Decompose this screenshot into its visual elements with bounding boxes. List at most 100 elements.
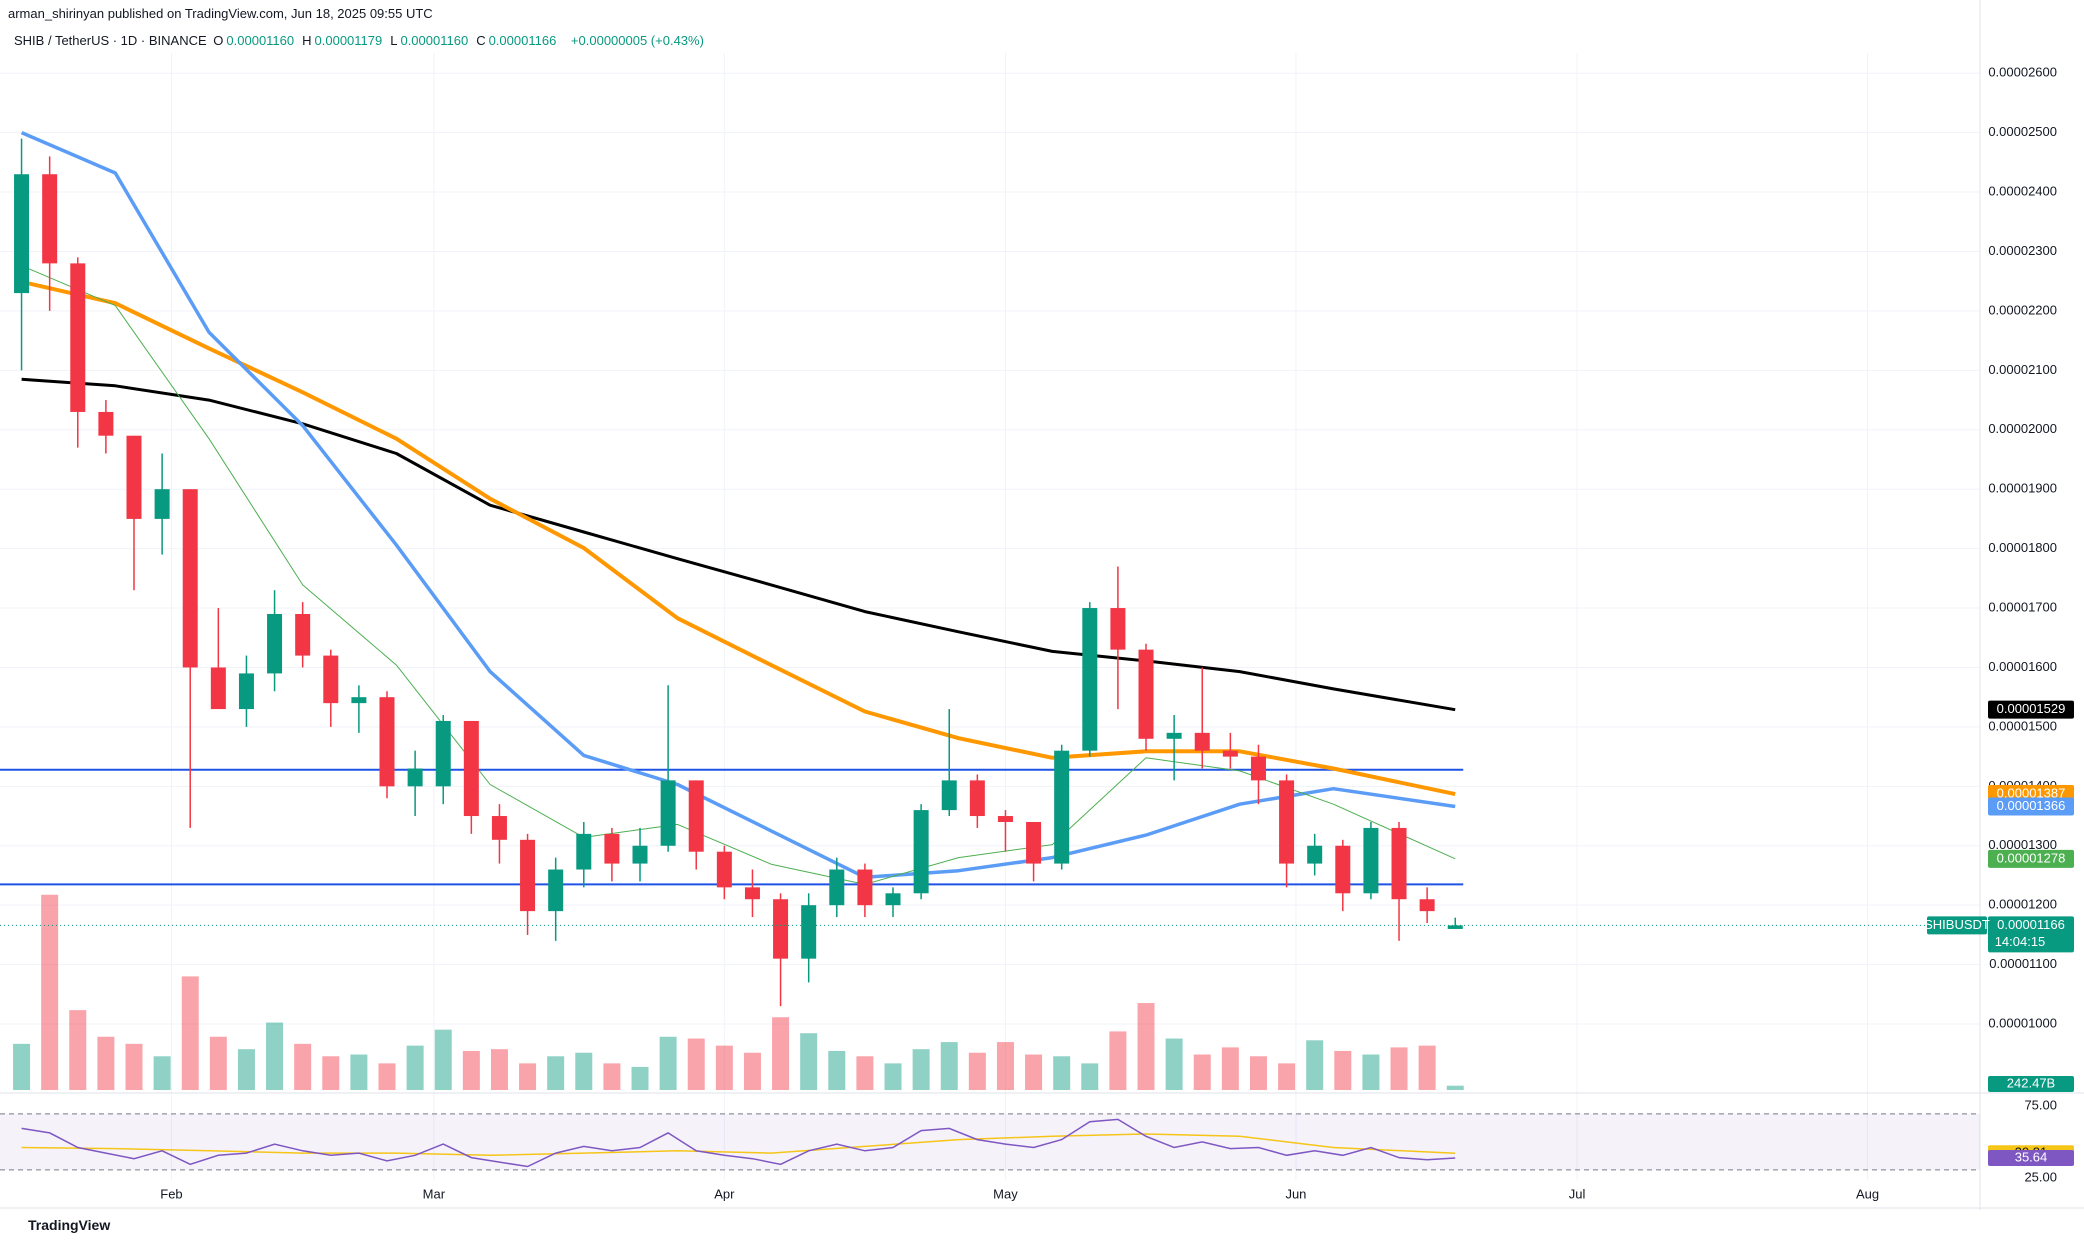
volume-bar (1165, 1038, 1183, 1090)
y-tick-label: 0.00001700 (1988, 599, 2057, 614)
candle-body (210, 667, 226, 710)
candle-body (70, 263, 86, 412)
ohlc-key: L (390, 33, 398, 48)
volume-bar (294, 1043, 312, 1090)
candle-body (997, 816, 1013, 822)
y-tick-label: 0.00001100 (1989, 956, 2057, 971)
candle-body (1391, 827, 1407, 900)
y-tick-label: 0.00001800 (1988, 540, 2057, 555)
candle-body (435, 720, 451, 787)
candle-body (295, 613, 311, 656)
symbol-label: SHIBUSDT (1924, 917, 1990, 932)
rsi-ma-line (21, 1133, 1456, 1157)
moving-average (21, 279, 1456, 797)
volume-label-box (1988, 1076, 2074, 1092)
candle-body (379, 697, 395, 787)
candle-body (1082, 608, 1098, 751)
candle-body (801, 905, 817, 959)
volume-bar (1109, 1031, 1127, 1090)
candle-body (1419, 899, 1435, 912)
volume-bar (490, 1049, 508, 1090)
candle-body (463, 720, 479, 817)
symbol[interactable]: SHIB / TetherUS · 1D · BINANCE (14, 33, 207, 48)
ma-price-label: 0.00001278 (1997, 850, 2066, 865)
ma-price-label-box (1988, 797, 2074, 816)
y-tick-label: 0.00002600 (1988, 65, 2057, 80)
x-tick-label: May (993, 1186, 1018, 1201)
candle-body (520, 839, 536, 912)
volume-bar (41, 894, 59, 1090)
candle-body (1279, 780, 1295, 864)
ma-price-label: 0.00001529 (1997, 701, 2066, 716)
volume-bar (125, 1043, 143, 1090)
candle-body (660, 780, 676, 846)
ohlc-value: 0.00001160 (226, 33, 295, 48)
volume-bar (884, 1063, 902, 1090)
candle-body (1166, 732, 1182, 739)
candle-body (941, 780, 957, 811)
volume-bar (153, 1056, 171, 1090)
footer-logo[interactable]: TradingView (28, 1217, 111, 1233)
volume-bar (519, 1063, 537, 1090)
candle-body (716, 851, 732, 888)
y-tick-label: 0.00001200 (1988, 897, 2057, 912)
volume-bar (940, 1042, 958, 1090)
y-tick-label: 0.00002200 (1988, 302, 2057, 317)
y-tick-label: 0.00002300 (1988, 243, 2057, 258)
volume-bar (1278, 1063, 1296, 1090)
volume-bar (912, 1049, 930, 1090)
y-tick-label: 0.00001300 (1988, 837, 2057, 852)
y-tick-label: 0.00002400 (1988, 183, 2057, 198)
current-price-box (1988, 916, 2074, 953)
volume-bar (209, 1036, 227, 1090)
volume-bar (322, 1056, 340, 1090)
x-tick-label: Feb (160, 1186, 182, 1201)
candle-body (491, 816, 507, 840)
candle-body (42, 174, 58, 264)
y-tick-label: 0.00002500 (1988, 124, 2057, 139)
volume-bar (968, 1052, 986, 1090)
candle-body (857, 869, 873, 906)
volume-bar (687, 1038, 705, 1090)
volume-bar (603, 1063, 621, 1090)
candle-body (1194, 732, 1210, 751)
candle-body (885, 893, 901, 906)
volume-bar (1221, 1047, 1239, 1090)
volume-bar (772, 1017, 790, 1090)
y-tick-label: 0.00002100 (1988, 362, 2057, 377)
candle-body (632, 845, 648, 864)
candle-body (1222, 750, 1238, 757)
ma-price-label: 0.00001387 (1997, 785, 2066, 800)
volume-bar (406, 1045, 424, 1090)
volume-bar (69, 1010, 87, 1090)
volume-bar (1334, 1050, 1352, 1090)
ohlc-value: 0.00001166 (488, 33, 557, 48)
volume-bar (575, 1052, 593, 1090)
candle-body (744, 887, 760, 900)
moving-average (21, 377, 1456, 712)
volume-bar (266, 1022, 284, 1090)
rsi-label: 35.64 (2015, 1149, 2048, 1164)
symbol-line: SHIB / TetherUS · 1D · BINANCE O 0.000011… (14, 33, 712, 48)
candle-body (1335, 845, 1351, 894)
candle-body (1138, 649, 1154, 739)
ma-price-label-box (1988, 849, 2074, 868)
volume-bar (1053, 1056, 1071, 1090)
candle-body (407, 768, 423, 787)
y-tick-label: 0.00001600 (1988, 659, 2057, 674)
ohlc: O 0.00001160 H 0.00001179 L 0.00001160 C 0.0000… (213, 33, 564, 48)
volume-bar (1446, 1085, 1464, 1090)
volume-bar (715, 1045, 733, 1090)
volume-bar (996, 1042, 1014, 1090)
candle-body (576, 833, 592, 870)
candle-body (267, 613, 283, 674)
candle-body (969, 780, 985, 817)
rsi-line (21, 1118, 1456, 1168)
y-tick-label: 0.00002000 (1988, 421, 2057, 436)
x-tick-label: Jul (1569, 1186, 1586, 1201)
volume-bar (1418, 1045, 1436, 1090)
volume-bar (1137, 1003, 1155, 1090)
volume-bar (1193, 1054, 1211, 1090)
candle-body (182, 489, 198, 668)
candle-body (1054, 750, 1070, 864)
